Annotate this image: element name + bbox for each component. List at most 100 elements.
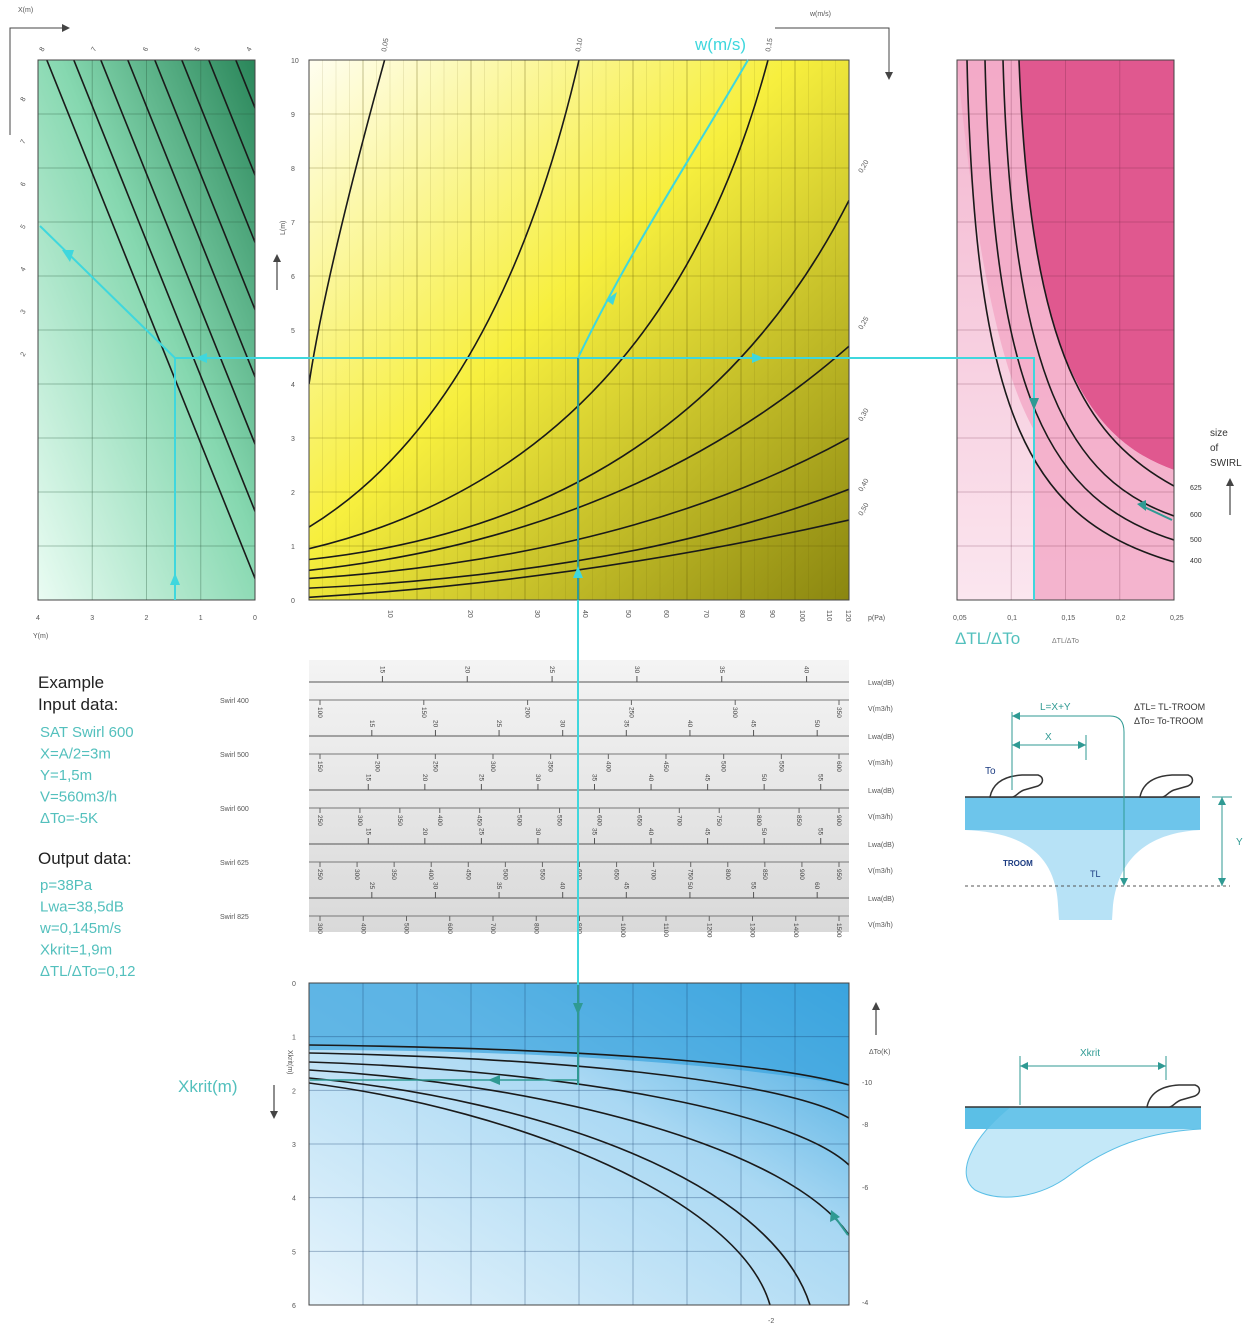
xkrit-plume [966,1107,1201,1198]
scale-v-unit: V(m3/h) [868,706,893,713]
green-top-ticks: 8 7 6 5 4 [39,46,254,53]
green-top-tick: 5 [194,46,202,53]
scale-v-tick: 250 [627,707,634,718]
yellow-left-tick: 10 [291,58,299,65]
scale-v-tick: 350 [835,707,842,718]
blue-left-tick: 4 [292,1196,296,1203]
eq2-label: ΔTo= To-TROOM [1134,716,1203,726]
green-line-6 [180,60,255,245]
arrow-right [752,353,764,363]
scale-v-tick: 300 [731,707,738,718]
scale-v-tick: 900 [798,869,805,880]
w-axis-label-top: w(m/s) [809,11,831,18]
yellow-w-right-labels: 0,20 0,25 0,30 0,40 0,50 [858,159,871,517]
scale-swirl-name: Swirl 825 [220,914,249,921]
swirl-size-title-3: SWIRL [1210,458,1242,469]
scale-lwa-tick: 20 [431,720,438,728]
blue-right-ticks: -10 -8 -6 -4 [862,1080,872,1307]
green-left-tick: 6 [20,181,28,188]
scale-v-tick: 450 [464,869,471,880]
green-top-tick: 6 [142,46,150,53]
blue-curve-5 [309,1077,811,1305]
l-axis-label: L(m) [280,221,287,235]
green-line-7 [207,60,255,178]
example-input-line: X=A/2=3m [40,746,111,763]
to-label: To [985,766,996,777]
scale-lwa-tick: 45 [622,882,629,890]
scale-lwa-tick: 15 [378,666,385,674]
yellow-bottom-tick: 10 [386,610,393,618]
scale-lwa-tick: 30 [431,882,438,890]
scale-v-tick: 1100 [662,923,669,937]
swirl-size-title-2: of [1210,443,1219,454]
scale-v-tick: 700 [650,869,657,880]
example-input-line: Y=1,5m [40,767,92,784]
scale-v-tick: 100 [316,707,323,718]
scale-v-tick: 350 [390,869,397,880]
blue-left-tick: 0 [292,981,296,988]
yellow-curve-0,05 [309,60,386,385]
example-input-line: ΔTo=-5K [40,810,98,827]
scale-lwa-tick: 55 [817,774,824,782]
scale-lwa-tick: 25 [495,720,502,728]
yellow-w-top-label: 0,15 [765,38,774,53]
scale-lwa-tick: 40 [559,882,566,890]
blue-right-tick: -10 [862,1080,872,1087]
green-line-5 [153,60,255,312]
scale-v-tick: 950 [835,869,842,880]
scale-v-tick: 1500 [835,923,842,938]
blue-left-tick: 1 [292,1035,296,1042]
scale-v-tick: 250 [431,761,438,772]
green-left-tick: 5 [20,224,28,231]
scale-lwa-tick: 60 [813,882,820,890]
scale-lwa-tick: 55 [817,828,824,836]
blue-bottom-label: -2 [768,1318,774,1325]
dt-ratio-label: ΔTL/ΔTo [955,629,1020,648]
scale-v-tick: 800 [755,815,762,826]
p-axis-label: p(Pa) [868,615,885,622]
example-input-line: V=560m3/h [40,789,117,806]
blue-curve-2 [309,1052,849,1119]
scale-lwa-tick: 50 [760,774,767,782]
example-output-title: Output data: [38,849,132,868]
example-output-line: ΔTL/ΔTo=0,12 [40,963,136,980]
scale-lwa-tick: 40 [803,666,810,674]
pink-curve-500 [984,60,1174,541]
yellow-bottom-tick: 20 [466,610,473,618]
scale-lwa-tick: 30 [534,774,541,782]
scale-lwa-tick: 40 [647,774,654,782]
scale-lwa-tick: 35 [718,666,725,674]
scale-v-tick: 350 [547,761,554,772]
swirl-scales: Swirl 400 Lwa(dB) V(m3/h) 15 20 25 30 35 40 100 15… [220,660,894,938]
scale-lwa-tick: 45 [704,828,711,836]
green-top-tick: 7 [90,46,98,53]
yellow-curve-0,10 [309,60,580,528]
diagram-swirl-throw: L=X+Y X Y To TROOM TL ΔTL= TL-TROOM ΔTo=… [965,702,1243,920]
pink-bottom-tick: 0,1 [1007,615,1017,622]
yellow-w-top-label: 0,05 [381,38,390,53]
y-axis-label: Y(m) [33,633,48,640]
xkrit-big-label: Xkrit(m) [178,1077,237,1096]
eq1-label: ΔTL= TL-TROOM [1134,702,1205,712]
scale-lwa-tick: 30 [633,666,640,674]
blue-curve-6 [309,1082,771,1305]
scale-v-tick: 900 [835,815,842,826]
yellow-w-top-label: 0,10 [575,38,584,53]
scale-v-tick: 650 [613,869,620,880]
x-axis-arrow-line [9,27,62,135]
yellow-bottom-ticks: 10 20 30 40 50 60 70 80 90 100 110 120 [386,610,851,622]
yellow-bottom-tick: 90 [768,610,775,618]
yellow-left-tick: 3 [291,436,295,443]
scale-v-tick: 750 [715,815,722,826]
scale-v-tick: 500 [720,761,727,772]
scale-v-tick: 1300 [749,923,756,938]
scale-lwa-tick: 50 [813,720,820,728]
scale-v-tick: 500 [501,869,508,880]
pink-size-label-400: 400 [1190,558,1202,565]
yellow-curve-0,40 [309,488,849,589]
green-line-3 [99,60,255,447]
scale-lwa-tick: 45 [704,774,711,782]
scale-v-tick: 250 [316,869,323,880]
